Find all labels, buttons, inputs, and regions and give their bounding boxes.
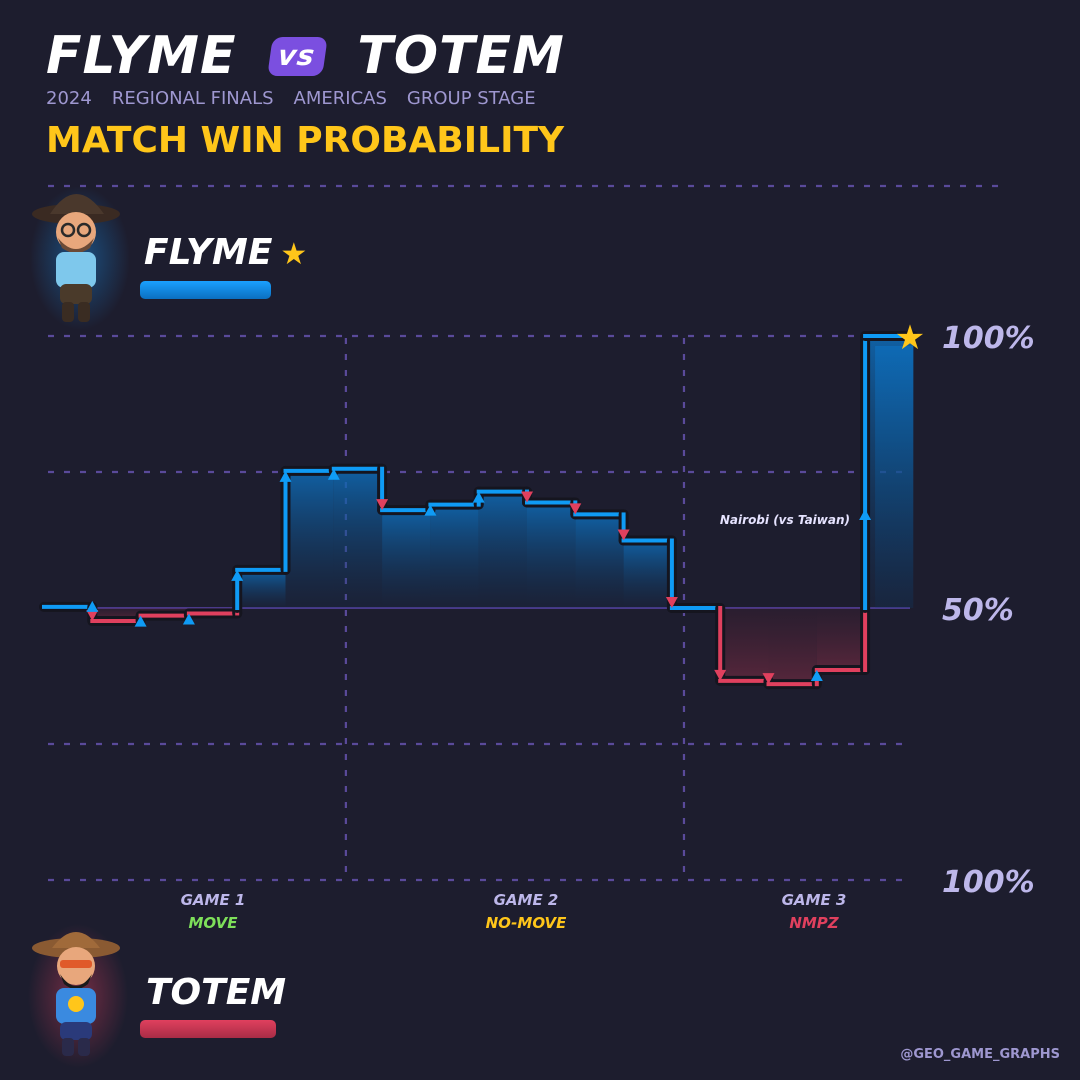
area-step-6 — [285, 470, 334, 608]
area-step-1 — [44, 606, 93, 608]
change-marker-14 — [665, 597, 678, 608]
area-step-11 — [527, 502, 576, 608]
area-step-18 — [865, 336, 914, 608]
area-step-15 — [720, 608, 769, 681]
player-bottom — [28, 918, 128, 1072]
winner-star-icon: ★ — [895, 318, 925, 358]
series-lines — [39, 331, 919, 690]
player-top-name: FLYME ★ — [144, 232, 307, 273]
area-step-16 — [768, 608, 817, 685]
player-bottom-name: TOTEM — [146, 972, 287, 1013]
change-marker-6 — [279, 470, 292, 482]
y-label-bottom: 100% — [942, 865, 1035, 900]
change-marker-final — [859, 509, 872, 520]
subtitle-year: 2024 — [46, 88, 92, 109]
area-fills — [44, 336, 914, 685]
change-marker-17 — [810, 670, 823, 682]
star-icon: ★ — [280, 237, 308, 272]
area-step-9 — [430, 504, 479, 608]
game-1-label: GAME 1 — [181, 891, 246, 909]
game-1-mode: MOVE — [189, 914, 239, 932]
change-marker-4 — [182, 613, 195, 625]
flyme-name: FLYME — [144, 232, 273, 273]
change-marker-5 — [231, 569, 244, 581]
change-marker-8 — [376, 499, 389, 511]
area-step-10 — [478, 491, 527, 608]
y-label-top: 100% — [942, 321, 1035, 356]
change-marker-2 — [86, 610, 99, 622]
axis-labels: 100% 50% 100% GAME 1 MOVE GAME 2 NO-MOVE… — [181, 318, 1035, 932]
area-step-4 — [188, 608, 238, 614]
change-marker-12 — [569, 503, 582, 515]
change-marker-1 — [86, 600, 99, 612]
player-top — [30, 180, 130, 334]
subtitle-region: AMERICAS — [293, 88, 387, 109]
area-step-5 — [237, 569, 286, 608]
totem-avatar — [28, 924, 128, 1068]
area-step-2 — [92, 608, 141, 622]
change-marker-16 — [762, 673, 775, 685]
vs-badge: vs — [267, 36, 329, 76]
change-marker-3 — [134, 615, 147, 627]
change-marker-13 — [617, 529, 630, 541]
credit-handle: @GEO_GAME_GRAPHS — [900, 1047, 1060, 1062]
game-2-mode: NO-MOVE — [486, 914, 568, 932]
change-marker-7 — [327, 468, 340, 480]
game-2-label: GAME 2 — [494, 891, 559, 909]
area-step-12 — [575, 514, 624, 608]
area-step-17 — [816, 608, 866, 671]
team-b-title: TOTEM — [357, 26, 565, 86]
winner-column — [875, 346, 914, 608]
chart-heading: MATCH WIN PROBABILITY — [46, 120, 565, 161]
annotation-label: Nairobi (vs Taiwan) — [720, 513, 850, 527]
change-marker-11 — [521, 491, 533, 503]
player-top-bar — [140, 281, 271, 299]
change-marker-15 — [714, 669, 727, 681]
event-subtitle: 2024 REGIONAL FINALS AMERICAS GROUP STAG… — [46, 88, 536, 109]
change-marker-9 — [424, 504, 437, 516]
subtitle-stage: GROUP STAGE — [406, 88, 536, 109]
game-3-label: GAME 3 — [782, 891, 847, 909]
y-label-mid: 50% — [942, 593, 1014, 628]
flyme-avatar — [30, 186, 130, 330]
area-step-13 — [623, 540, 672, 608]
match-title: FLYME vs TOTEM — [46, 26, 565, 86]
game-3-mode: NMPZ — [789, 914, 839, 932]
area-step-8 — [382, 510, 431, 608]
team-a-title: FLYME — [46, 26, 237, 86]
subtitle-event: REGIONAL FINALS — [111, 88, 274, 109]
change-marker-10 — [472, 491, 485, 503]
step-markers — [86, 468, 872, 685]
player-bottom-bar — [140, 1020, 276, 1038]
area-step-3 — [140, 608, 189, 616]
area-step-7 — [333, 468, 383, 608]
